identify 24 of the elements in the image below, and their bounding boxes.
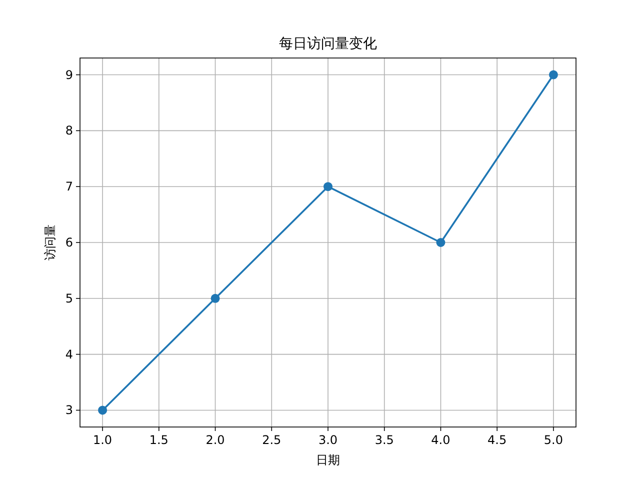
x-axis-title: 日期: [316, 453, 340, 467]
point: [210, 294, 220, 303]
x-tick-label: 2.5: [262, 433, 282, 447]
point: [548, 70, 558, 80]
y-tick-label: 6: [65, 236, 73, 250]
x-tick-label: 2.0: [206, 433, 225, 447]
x-tick-label: 1.5: [149, 433, 168, 447]
y-tick-label: 5: [65, 291, 73, 306]
y-tick-label: 3: [65, 403, 73, 418]
x-tick-label: 3.5: [374, 433, 394, 447]
y-tick-label: 8: [65, 124, 73, 138]
x-tick-label: 1.0: [93, 433, 112, 447]
y-tick-label: 7: [65, 180, 73, 194]
x-tick-label: 5.0: [544, 433, 563, 447]
point: [324, 182, 332, 192]
y-tick-label: 9: [65, 68, 73, 82]
point: [436, 238, 446, 247]
point: [98, 406, 108, 415]
y-axis-title: 访问量: [43, 224, 57, 260]
y-tick-label: 4: [65, 347, 73, 362]
chart-title: 每日访问量变化: [279, 36, 377, 52]
x-tick-label: 4.5: [488, 433, 507, 447]
x-tick-label: 4.0: [431, 433, 450, 447]
x-tick-label: 3.0: [318, 433, 338, 447]
